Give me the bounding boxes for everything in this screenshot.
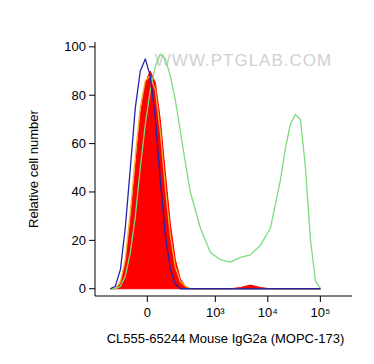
x-tick-label: 10³ bbox=[206, 305, 225, 320]
y-axis bbox=[95, 42, 96, 296]
chart: WWW.PTGLAB.COM 0 20 40 60 80 100 0 10³ 10⁴ 10⁵ CL55… bbox=[0, 0, 374, 364]
y-tick bbox=[89, 46, 95, 47]
y-tick bbox=[89, 288, 95, 289]
y-tick bbox=[89, 191, 95, 192]
line bbox=[110, 54, 320, 289]
x-tick-label: 0 bbox=[144, 305, 151, 320]
y-tick-label: 60 bbox=[72, 136, 86, 151]
x-tick bbox=[267, 296, 268, 302]
y-axis-label: Relative cell number bbox=[26, 109, 41, 227]
x-tick bbox=[147, 296, 148, 302]
x-tick-label: 10⁴ bbox=[258, 305, 278, 320]
y-tick-label: 40 bbox=[72, 184, 86, 199]
y-tick bbox=[89, 143, 95, 144]
y-tick-label: 0 bbox=[79, 281, 86, 296]
line bbox=[110, 59, 320, 289]
x-axis-label: CL555-65244 Mouse IgG2a (MOPC-173) bbox=[107, 331, 345, 346]
y-tick-label: 20 bbox=[72, 233, 86, 248]
y-tick-label: 100 bbox=[64, 39, 86, 54]
x-axis bbox=[95, 296, 352, 297]
watermark: WWW.PTGLAB.COM bbox=[155, 51, 332, 70]
plot-area bbox=[110, 54, 320, 289]
x-tick bbox=[215, 296, 216, 302]
y-tick bbox=[89, 240, 95, 241]
y-tick bbox=[89, 95, 95, 96]
x-tick-label: 10⁵ bbox=[310, 305, 330, 320]
x-tick bbox=[320, 296, 321, 302]
y-tick-label: 80 bbox=[72, 88, 86, 103]
